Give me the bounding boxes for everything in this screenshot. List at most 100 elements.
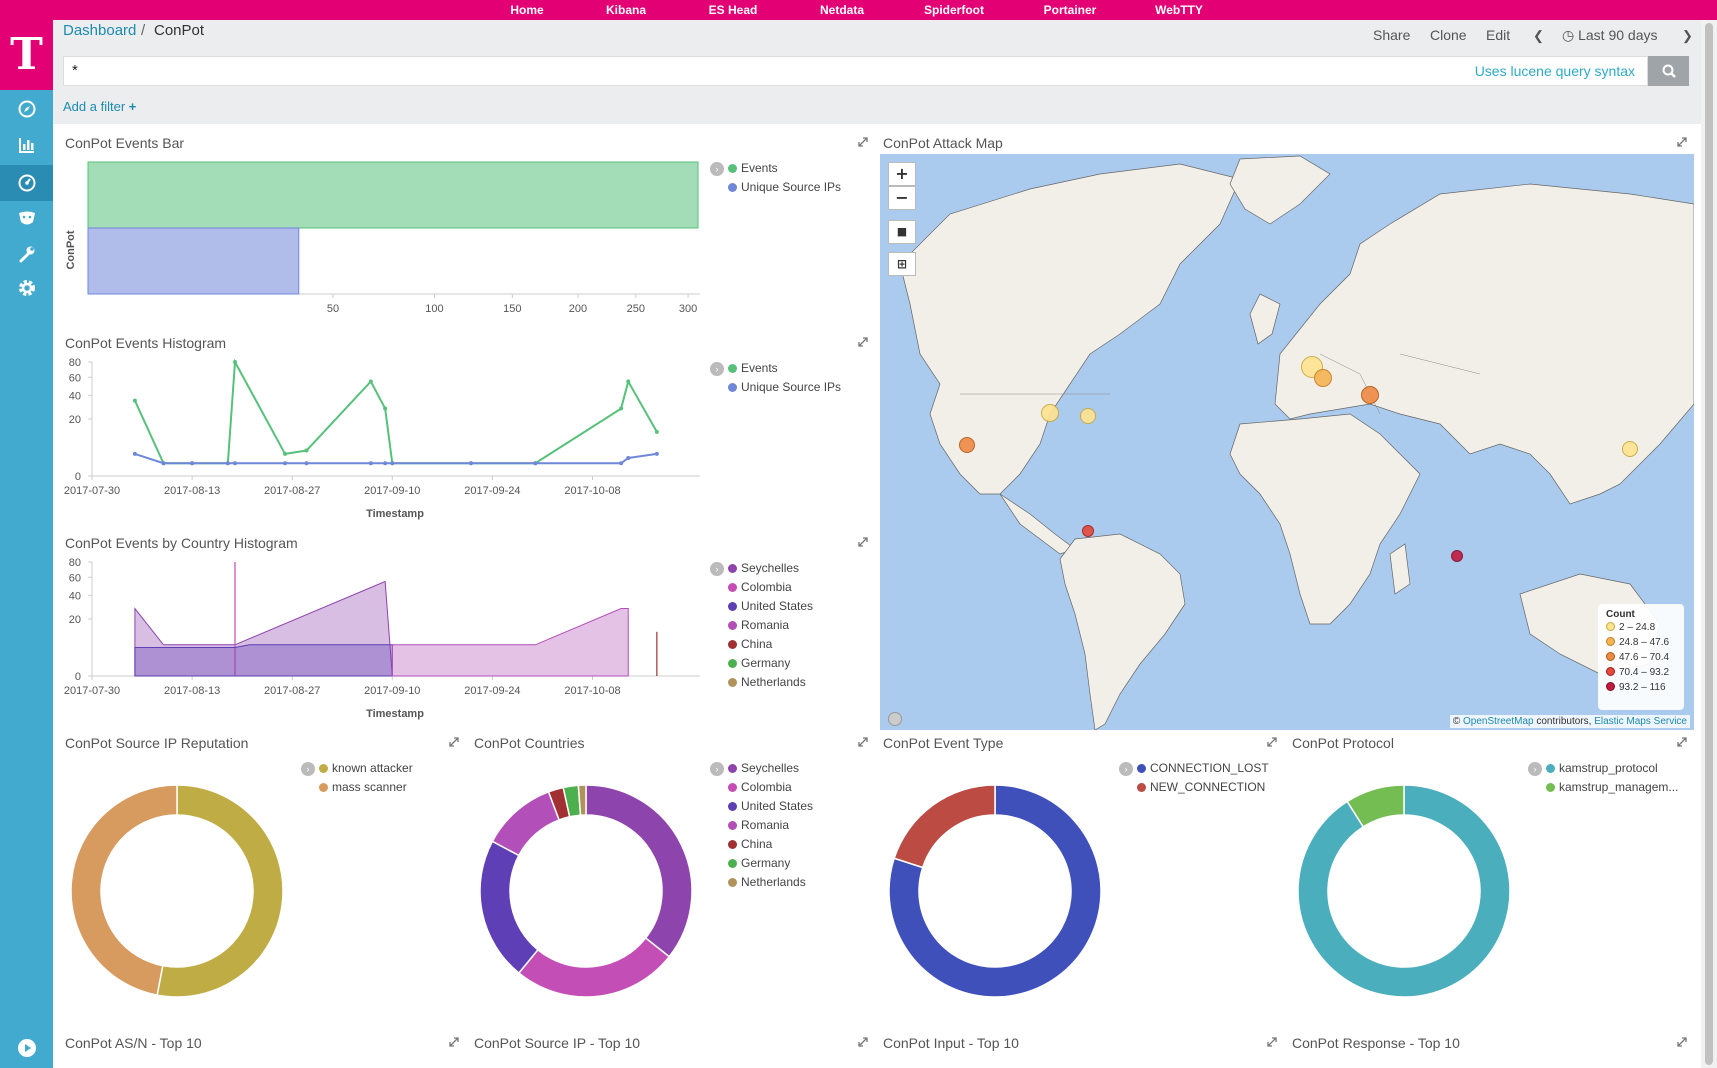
map-marker[interactable] xyxy=(1451,550,1463,562)
nav-spiderfoot[interactable]: Spiderfoot xyxy=(924,3,984,17)
legend-label: United States xyxy=(741,799,814,813)
legend-item[interactable]: Events xyxy=(728,359,778,378)
hist-point xyxy=(654,451,659,456)
expand-panel-icon[interactable] xyxy=(1676,136,1688,148)
share-button[interactable]: Share xyxy=(1373,27,1411,43)
attack-map[interactable]: + − ■ ⊞ Count 2 – 24.8 24.8 – 47.6 47.6 … xyxy=(880,154,1694,730)
country-area-united-states xyxy=(134,644,393,677)
discover-icon[interactable] xyxy=(0,91,53,127)
legend-item[interactable]: Events xyxy=(728,159,778,178)
edit-button[interactable]: Edit xyxy=(1486,27,1511,43)
nav-kibana[interactable]: Kibana xyxy=(605,3,647,17)
legend-item[interactable]: United States xyxy=(728,797,813,816)
time-picker[interactable]: ◷ Last 90 days xyxy=(1562,27,1658,44)
legend-toggle-icon[interactable]: › xyxy=(1119,762,1133,776)
map-marker[interactable] xyxy=(1314,369,1332,387)
nav-es-head[interactable]: ES Head xyxy=(708,3,758,17)
map-scroll-icon[interactable] xyxy=(888,712,902,726)
lucene-syntax-link[interactable]: Uses lucene query syntax xyxy=(1474,63,1635,79)
expand-panel-icon[interactable] xyxy=(857,536,869,548)
search-button[interactable] xyxy=(1648,56,1689,86)
legend-item[interactable]: Unique Source IPs xyxy=(728,178,841,197)
legend-label: Events xyxy=(741,361,778,375)
map-marker[interactable] xyxy=(1080,408,1096,424)
top-navigation: Home Kibana ES Head Netdata Spiderfoot P… xyxy=(0,0,1717,20)
legend-item[interactable]: Seychelles xyxy=(728,759,799,778)
legend-toggle-icon[interactable]: › xyxy=(710,362,724,376)
map-marker[interactable] xyxy=(1082,525,1094,537)
chevron-right-icon[interactable]: ❯ xyxy=(1682,28,1693,43)
legend-item[interactable]: mass scanner xyxy=(319,778,407,797)
legend-toggle-icon[interactable]: › xyxy=(710,762,724,776)
legend-item[interactable]: Unique Source IPs xyxy=(728,378,841,397)
legend-item[interactable]: China xyxy=(728,835,772,854)
elastic-maps-link[interactable]: Elastic Maps Service xyxy=(1594,716,1687,727)
legend-item[interactable]: known attacker xyxy=(319,759,413,778)
expand-panel-icon[interactable] xyxy=(1676,736,1688,748)
nav-home[interactable]: Home xyxy=(510,3,544,17)
legend-toggle-icon[interactable]: › xyxy=(1528,762,1542,776)
timelion-icon[interactable] xyxy=(0,201,53,237)
country-x-tick-label: 2017-08-27 xyxy=(264,685,320,697)
expand-panel-icon[interactable] xyxy=(448,1036,460,1048)
legend-item[interactable]: Netherlands xyxy=(728,873,806,892)
crop-icon[interactable]: ⊞ xyxy=(888,252,916,276)
panel-title-events-histogram: ConPot Events Histogram xyxy=(65,335,227,351)
openstreetmap-link[interactable]: OpenStreetMap xyxy=(1462,716,1534,727)
expand-panel-icon[interactable] xyxy=(857,336,869,348)
legend-toggle-icon[interactable]: › xyxy=(710,562,724,576)
expand-panel-icon[interactable] xyxy=(1676,1036,1688,1048)
legend-item[interactable]: Romania xyxy=(728,816,789,835)
legend-item[interactable]: CONNECTION_LOST xyxy=(1137,759,1269,778)
add-filter-link[interactable]: Add a filter + xyxy=(63,99,136,114)
legend-item[interactable]: NEW_CONNECTION xyxy=(1137,778,1265,797)
panel-title-source-ip-top10: ConPot Source IP - Top 10 xyxy=(474,1035,641,1051)
legend-item[interactable]: China xyxy=(728,635,772,654)
draw-rectangle-button[interactable]: ■ xyxy=(888,220,916,244)
breadcrumb-dashboard[interactable]: Dashboard xyxy=(63,22,137,39)
legend-item[interactable]: United States xyxy=(728,597,813,616)
dev-tools-icon[interactable] xyxy=(0,236,53,272)
management-gear-icon[interactable] xyxy=(0,270,53,306)
telekom-logo[interactable]: T xyxy=(0,20,53,90)
legend-item[interactable]: Netherlands xyxy=(728,673,806,692)
legend-item[interactable]: Germany xyxy=(728,854,790,873)
scrollbar[interactable] xyxy=(1701,20,1717,1068)
map-marker[interactable] xyxy=(1361,386,1379,404)
map-legend-item: 70.4 – 93.2 xyxy=(1606,665,1676,680)
expand-panel-icon[interactable] xyxy=(857,136,869,148)
scrollbar-thumb[interactable] xyxy=(1705,23,1713,1065)
expand-panel-icon[interactable] xyxy=(448,736,460,748)
legend-color-dot xyxy=(728,840,737,849)
nav-netdata[interactable]: Netdata xyxy=(819,3,865,17)
dashboard-icon[interactable] xyxy=(0,165,53,201)
hist-point xyxy=(368,379,373,384)
nav-portainer[interactable]: Portainer xyxy=(1043,3,1097,17)
legend-toggle-icon[interactable]: › xyxy=(710,162,724,176)
expand-panel-icon[interactable] xyxy=(857,1036,869,1048)
chevron-left-icon[interactable]: ❮ xyxy=(1533,28,1544,43)
expand-panel-icon[interactable] xyxy=(857,736,869,748)
nav-webtty[interactable]: WebTTY xyxy=(1155,3,1203,17)
map-marker[interactable] xyxy=(1041,404,1059,422)
map-marker[interactable] xyxy=(959,437,975,453)
zoom-in-button[interactable]: + xyxy=(888,162,916,186)
hist-y-tick-label: 20 xyxy=(69,414,81,426)
legend-item[interactable]: Colombia xyxy=(728,578,792,597)
expand-panel-icon[interactable] xyxy=(1266,736,1278,748)
legend-item[interactable]: Romania xyxy=(728,616,789,635)
legend-item[interactable]: kamstrup_managem... xyxy=(1546,778,1678,797)
map-marker[interactable] xyxy=(1622,441,1638,457)
legend-toggle-icon[interactable]: › xyxy=(301,762,315,776)
legend-item[interactable]: Colombia xyxy=(728,778,792,797)
clone-button[interactable]: Clone xyxy=(1430,27,1467,43)
legend-item[interactable]: Germany xyxy=(728,654,790,673)
legend-item[interactable]: kamstrup_protocol xyxy=(1546,759,1658,778)
collapse-play-icon[interactable] xyxy=(0,1030,53,1066)
expand-panel-icon[interactable] xyxy=(1266,1036,1278,1048)
legend-item[interactable]: Seychelles xyxy=(728,559,799,578)
legend-color-dot xyxy=(1137,783,1146,792)
search-input[interactable] xyxy=(72,62,1272,79)
visualize-icon[interactable] xyxy=(0,127,53,163)
zoom-out-button[interactable]: − xyxy=(888,186,916,210)
